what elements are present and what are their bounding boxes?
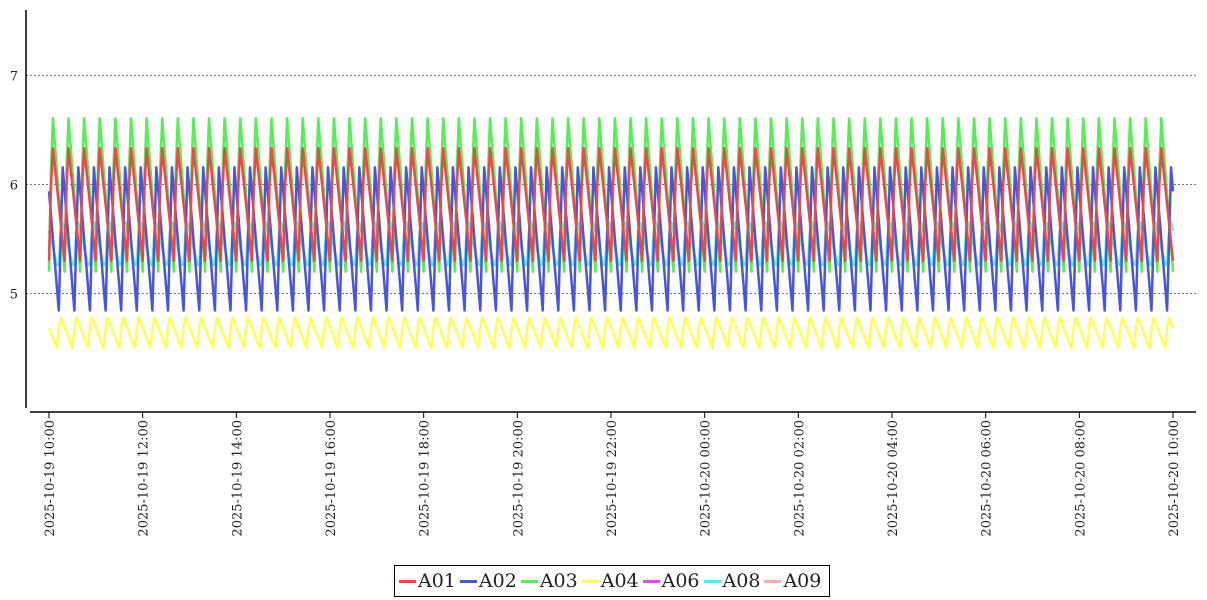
legend-label: A02 bbox=[478, 570, 517, 592]
legend-item-a09: A09 bbox=[764, 570, 821, 592]
legend-label: A01 bbox=[418, 570, 456, 592]
y-tick-label: 6 bbox=[10, 178, 18, 193]
legend-item-a02: A02 bbox=[459, 570, 517, 592]
x-tick-label: 2025-10-20 04:00 bbox=[886, 420, 901, 537]
y-tick-label: 5 bbox=[10, 288, 18, 303]
axes bbox=[25, 10, 1196, 413]
series-line-a04 bbox=[47, 316, 1175, 350]
legend-label: A09 bbox=[783, 570, 822, 592]
legend-swatch bbox=[642, 579, 660, 583]
x-tick-label: 2025-10-19 16:00 bbox=[324, 420, 339, 537]
legend-swatch bbox=[703, 579, 721, 583]
x-tick-label: 2025-10-19 10:00 bbox=[43, 420, 58, 537]
x-tick-label: 2025-10-19 20:00 bbox=[511, 420, 526, 537]
legend-label: A03 bbox=[539, 570, 578, 592]
x-tick-label: 2025-10-19 18:00 bbox=[418, 420, 433, 537]
legend-swatch bbox=[459, 579, 477, 583]
legend-item-a03: A03 bbox=[520, 570, 578, 592]
y-tick-label: 7 bbox=[10, 69, 18, 84]
legend-swatch bbox=[764, 579, 782, 583]
x-tick-label: 2025-10-20 10:00 bbox=[1167, 420, 1182, 537]
series-line-a02 bbox=[47, 166, 1175, 312]
x-tick-label: 2025-10-19 12:00 bbox=[137, 420, 152, 537]
y-ticks: 5 6 7 bbox=[10, 69, 18, 302]
x-tick-label: 2025-10-19 22:00 bbox=[605, 420, 620, 537]
legend-swatch bbox=[581, 579, 599, 583]
series-line-a03 bbox=[47, 117, 1175, 273]
legend-item-a01: A01 bbox=[399, 570, 456, 592]
x-tick-label: 2025-10-20 00:00 bbox=[699, 420, 714, 537]
x-ticks: 2025-10-19 10:00 2025-10-19 12:00 2025-10-… bbox=[43, 412, 1182, 537]
legend-item-a06: A06 bbox=[642, 570, 700, 592]
legend-swatch bbox=[520, 579, 538, 583]
legend-label: A08 bbox=[722, 570, 761, 592]
legend-item-a04: A04 bbox=[581, 570, 639, 592]
series-line-a01 bbox=[47, 147, 1175, 263]
legend: A01 A02 A03 A04 A06 A08 A09 bbox=[394, 565, 831, 597]
x-tick-label: 2025-10-20 02:00 bbox=[792, 420, 807, 537]
x-tick-label: 2025-10-20 06:00 bbox=[980, 420, 995, 537]
legend-label: A06 bbox=[661, 570, 700, 592]
series-lines bbox=[47, 117, 1175, 350]
legend-item-a08: A08 bbox=[703, 570, 761, 592]
x-tick-label: 2025-10-20 08:00 bbox=[1073, 420, 1088, 537]
legend-label: A04 bbox=[600, 570, 639, 592]
x-tick-label: 2025-10-19 14:00 bbox=[230, 420, 245, 537]
legend-swatch bbox=[399, 579, 416, 583]
